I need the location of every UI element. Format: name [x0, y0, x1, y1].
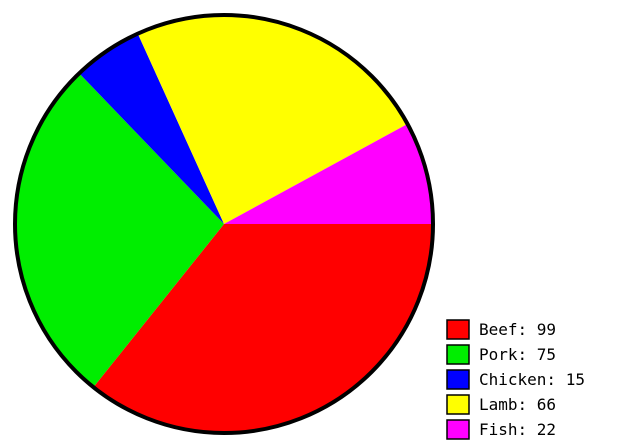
pie-slice-fish — [224, 123, 433, 224]
pie-slice-chicken — [79, 33, 224, 225]
legend-label-lamb: Lamb: 66 — [479, 395, 556, 414]
legend-label-chicken: Chicken: 15 — [479, 370, 585, 389]
pie-slice-lamb — [137, 14, 408, 225]
pie-slice-beef — [93, 224, 433, 433]
legend-label-fish: Fish: 22 — [479, 420, 556, 439]
pie-slice-pork — [15, 73, 224, 388]
legend-label-beef: Beef: 99 — [479, 320, 556, 339]
legend-label-pork: Pork: 75 — [479, 345, 556, 364]
pie-slices — [15, 14, 433, 433]
legend-swatch-beef — [446, 319, 470, 340]
legend-swatch-fish — [446, 419, 470, 440]
legend-swatch-pork — [446, 344, 470, 365]
pie-outline — [13, 13, 435, 435]
legend-swatch-lamb — [446, 394, 470, 415]
legend-swatch-chicken — [446, 369, 470, 390]
legend: Beef: 99 Pork: 75 Chicken: 15 Lamb: 66 Fish:… — [446, 319, 585, 440]
